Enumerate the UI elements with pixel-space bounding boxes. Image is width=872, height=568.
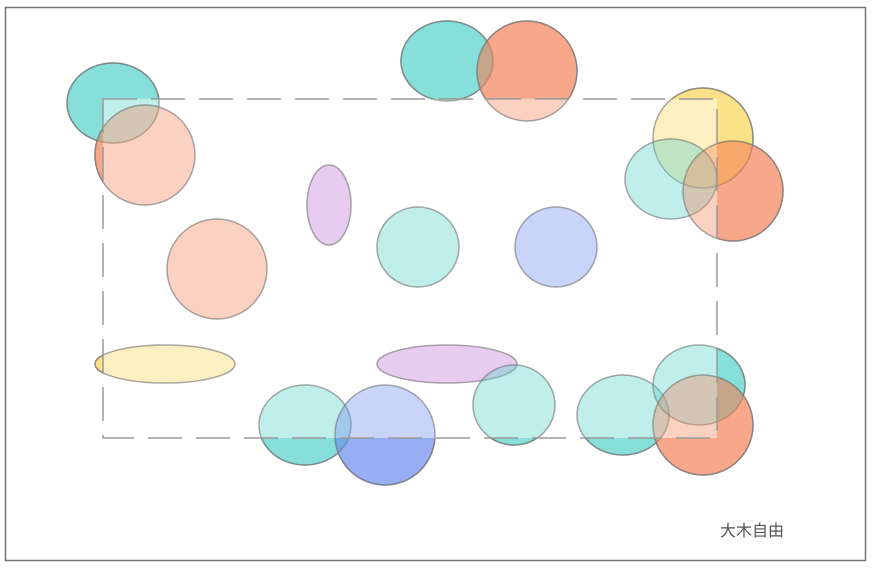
- watermark: 大木自由: [720, 521, 784, 540]
- shape-strong: [376, 206, 460, 288]
- selection-box: [102, 98, 718, 439]
- shape-strong: [94, 344, 236, 384]
- shape-strong: [334, 384, 436, 486]
- shapes-outside: [66, 20, 784, 486]
- shape-strong: [472, 364, 556, 446]
- shape-strong: [682, 140, 784, 242]
- shape-strong: [652, 374, 754, 476]
- shape-strong: [306, 164, 352, 246]
- shape-strong: [166, 218, 268, 320]
- shape-strong: [94, 104, 196, 206]
- shape-strong: [514, 206, 598, 288]
- shape-strong: [476, 20, 578, 122]
- shape-strong: [376, 344, 518, 384]
